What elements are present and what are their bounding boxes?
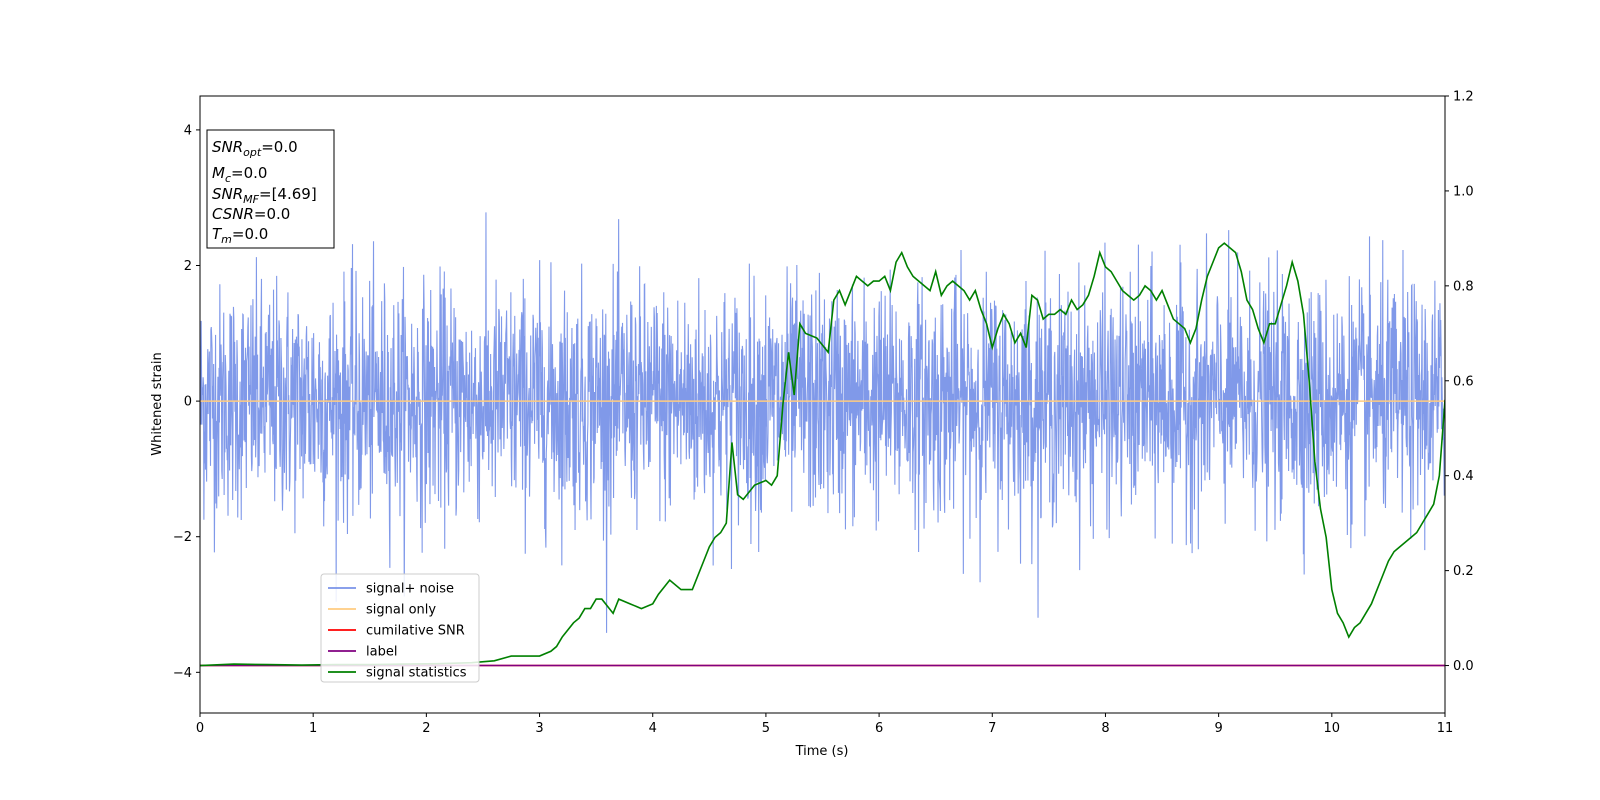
x-tick-label: 8 (1101, 721, 1109, 736)
y2-tick-label: 0.6 (1453, 374, 1474, 389)
signal-noise-line (200, 212, 1445, 633)
y2-tick-label: 0.4 (1453, 469, 1474, 484)
x-tick-label: 3 (535, 721, 543, 736)
annotation-snr-opt: SNRopt=0.0 (212, 138, 298, 159)
legend-entry: cumilative SNR (366, 624, 465, 639)
x-tick-label: 5 (762, 721, 770, 736)
x-tick-label: 7 (988, 721, 996, 736)
x-tick-label: 9 (1214, 721, 1222, 736)
x-axis: 0 1 2 3 4 5 6 7 8 9 10 11 (196, 713, 1453, 736)
x-tick-label: 6 (875, 721, 883, 736)
legend: signal+ noise signal only cumilative SNR la… (320, 573, 480, 683)
signal-noise-series (200, 212, 1445, 633)
y-tick-label: −2 (173, 530, 192, 545)
y2-tick-label: 1.2 (1453, 90, 1474, 105)
annotation-mc: Mc=0.0 (212, 164, 267, 185)
x-axis-label: Time (s) (795, 744, 849, 759)
annotation-snr-mf: SNRMF=[4.69] (212, 185, 317, 206)
y-tick-label: −4 (173, 666, 192, 681)
y2-tick-label: 0.0 (1453, 659, 1474, 674)
x-tick-label: 2 (422, 721, 430, 736)
plot-frame (199, 95, 1446, 714)
y2-tick-label: 0.2 (1453, 564, 1474, 579)
y-tick-label: 0 (184, 395, 192, 410)
y2-tick-label: 1.0 (1453, 184, 1474, 199)
y-tick-label: 2 (184, 259, 192, 274)
legend-entry: signal only (366, 603, 436, 618)
x-tick-label: 11 (1437, 721, 1454, 736)
y-axis-left: −4 −2 0 2 4 (173, 123, 200, 681)
y-axis-right: 0.0 0.2 0.4 0.6 0.8 1.0 1.2 (1445, 90, 1474, 674)
legend-entry: signal statistics (366, 666, 467, 681)
y2-tick-label: 0.8 (1453, 279, 1474, 294)
x-tick-label: 4 (649, 721, 657, 736)
annotation-tm: Tm=0.0 (212, 225, 268, 246)
annotation-csnr: CSNR=0.0 (212, 205, 290, 223)
x-tick-label: 1 (309, 721, 317, 736)
annotation-box: SNRopt=0.0 Mc=0.0 SNRMF=[4.69] CSNR=0.0 … (206, 129, 335, 249)
signal-statistics-series (200, 242, 1445, 667)
y-axis-label: Whitened strain (150, 352, 165, 455)
y-tick-label: 4 (184, 123, 192, 138)
x-tick-label: 10 (1324, 721, 1341, 736)
x-tick-label: 0 (196, 721, 204, 736)
legend-entry: signal+ noise (366, 582, 454, 597)
legend-entry: label (366, 645, 397, 660)
